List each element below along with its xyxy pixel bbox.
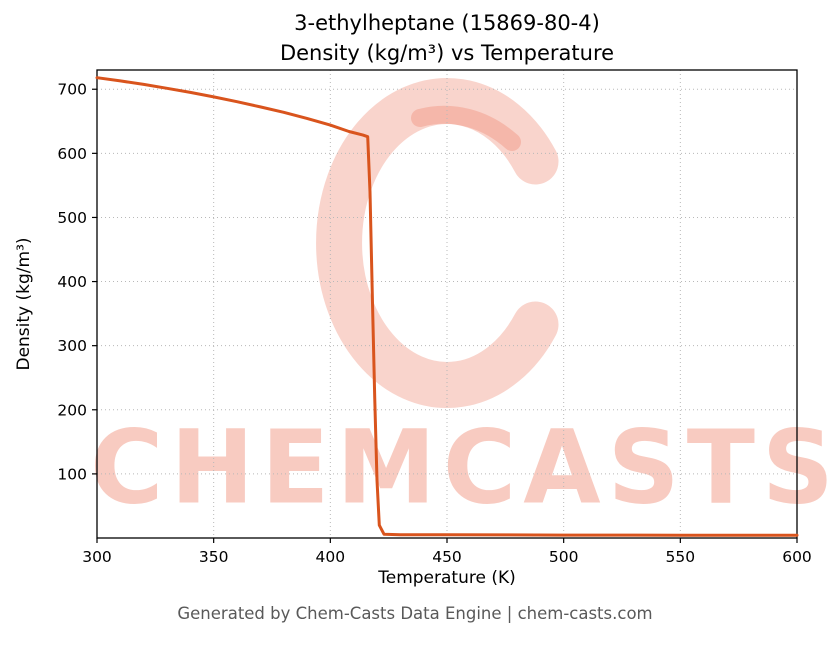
y-tick-label: 100 bbox=[57, 465, 87, 483]
series-line-density bbox=[95, 76, 799, 537]
x-tick-label: 500 bbox=[549, 548, 579, 566]
x-tick-label: 450 bbox=[432, 548, 462, 566]
y-tick-label: 700 bbox=[57, 81, 87, 99]
chart-title-block: 3-ethylheptane (15869-80-4) Density (kg/… bbox=[97, 8, 797, 68]
y-tick-label: 300 bbox=[57, 337, 87, 355]
x-tick-label: 400 bbox=[316, 548, 346, 566]
footer-attribution: Generated by Chem-Casts Data Engine | ch… bbox=[177, 604, 653, 623]
y-tick-label: 400 bbox=[57, 273, 87, 291]
y-tick-label: 600 bbox=[57, 145, 87, 163]
chart-title-line2: Density (kg/m³) vs Temperature bbox=[279, 41, 615, 65]
axes-frame bbox=[96, 69, 798, 539]
x-axis-label: Temperature (K) bbox=[378, 568, 516, 588]
y-axis-label: Density (kg/m³) bbox=[14, 237, 34, 371]
x-tick-label: 300 bbox=[82, 548, 112, 566]
x-tick-label: 350 bbox=[199, 548, 229, 566]
y-tick-label: 500 bbox=[57, 209, 87, 227]
x-tick-label: 550 bbox=[666, 548, 696, 566]
x-tick-label: 600 bbox=[782, 548, 812, 566]
y-tick-label: 200 bbox=[57, 401, 87, 419]
chart-title-line1: 3-ethylheptane (15869-80-4) bbox=[294, 11, 600, 35]
